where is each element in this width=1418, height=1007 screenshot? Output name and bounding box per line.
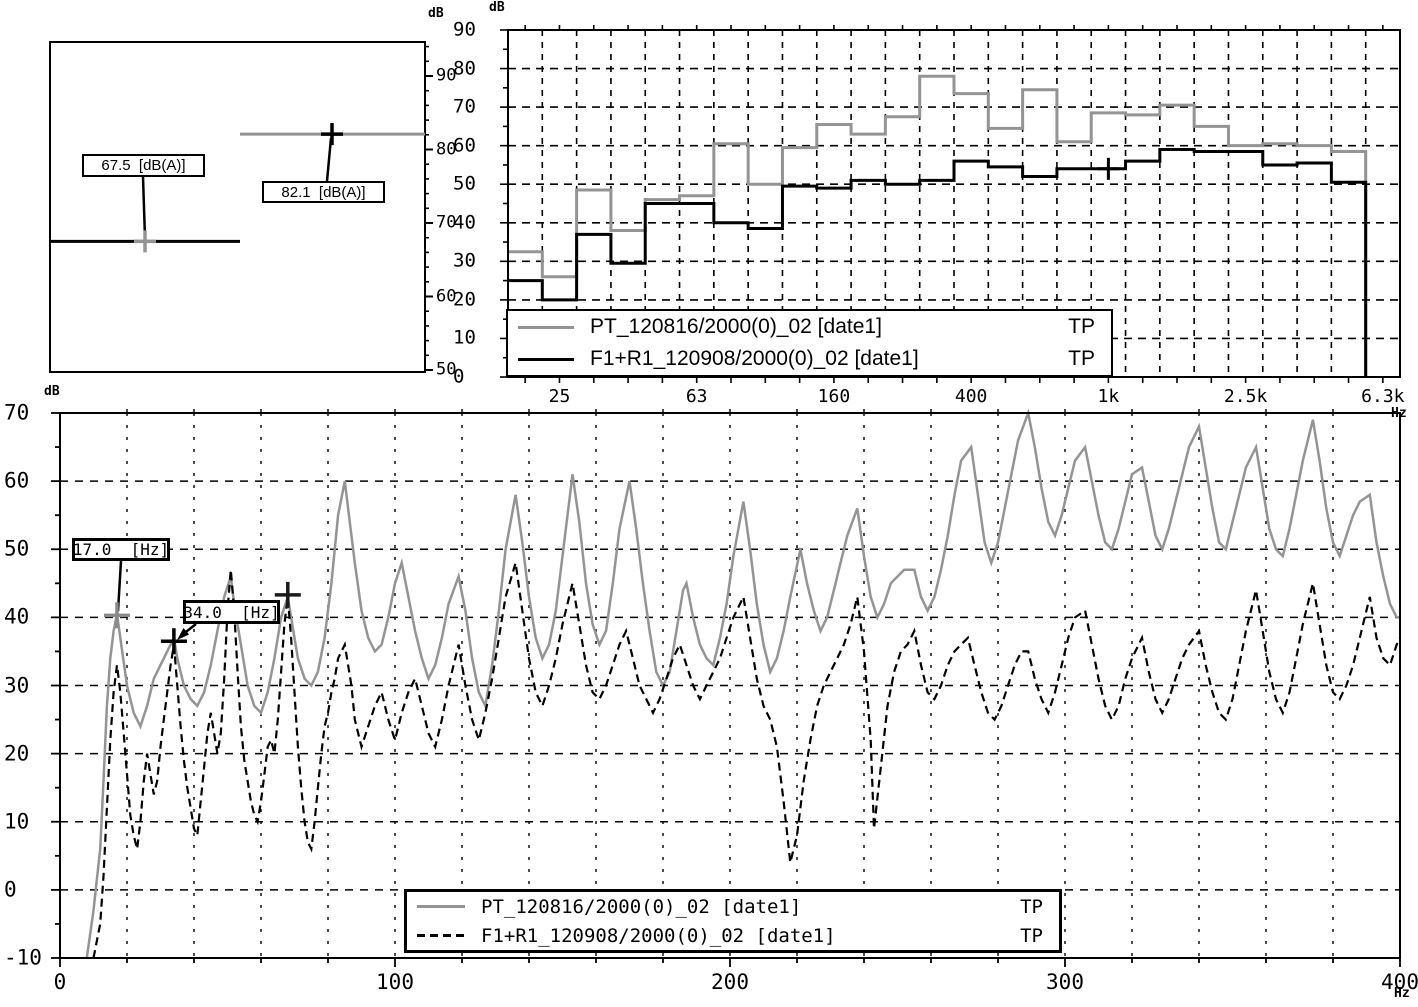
f1r1-solid-line-sample xyxy=(518,357,574,361)
legend-suffix: TP xyxy=(1020,895,1043,918)
fft-chart-y-unit: dB xyxy=(44,384,60,399)
pt-solid-line-sample xyxy=(417,905,465,908)
legend-row-f1r1: F1+R1_120908/2000(0)_02 [date1] TP xyxy=(407,925,1059,947)
fft-spectrum-trace xyxy=(85,408,1400,959)
legend-row-pt: PT_120816/2000(0)_02 [date1] TP xyxy=(407,896,1059,918)
legend-suffix: TP xyxy=(1068,347,1095,370)
legend-row-pt: PT_120816/2000(0)_02 [date1] TP xyxy=(508,315,1111,339)
callout-leader-line xyxy=(325,137,333,182)
legend-row-f1r1: F1+R1_120908/2000(0)_02 [date1] TP xyxy=(508,347,1111,371)
overall-marker-callout-67-5[interactable]: 67.5 [dB(A)] xyxy=(82,154,205,177)
legend-label: PT_120816/2000(0)_02 [date1] xyxy=(590,315,882,338)
callout-leader-arrowhead xyxy=(177,628,189,640)
octave-chart-y-unit: dB xyxy=(489,0,505,15)
pt-solid-line-sample xyxy=(518,325,574,329)
fft-cursor-callout-17hz[interactable]: 17.0 [Hz] xyxy=(72,538,170,561)
legend-label: F1+R1_120908/2000(0)_02 [date1] xyxy=(481,924,836,947)
octave-step-trace xyxy=(508,74,1368,377)
legend-label: F1+R1_120908/2000(0)_02 [date1] xyxy=(590,347,919,370)
f1r1-dashed-line-sample xyxy=(417,934,465,937)
overall-marker-callout-82-1[interactable]: 82.1 [dB(A)] xyxy=(262,181,385,203)
legend-label: PT_120816/2000(0)_02 [date1] xyxy=(481,895,802,918)
legend-suffix: TP xyxy=(1020,924,1043,947)
octave-step-trace xyxy=(508,148,1368,377)
octave-chart-x-unit: Hz xyxy=(1391,406,1407,421)
fft-chart-x-unit: Hz xyxy=(1394,986,1410,1001)
overall-panel-frame xyxy=(49,41,426,373)
fft-chart-legend: PT_120816/2000(0)_02 [date1] TP F1+R1_12… xyxy=(404,889,1062,953)
octave-chart-legend: PT_120816/2000(0)_02 [date1] TP F1+R1_12… xyxy=(506,309,1113,377)
overall-panel-y-unit: dB xyxy=(428,6,444,21)
fft-cursor-callout-34hz[interactable]: 34.0 [Hz] xyxy=(183,600,280,624)
callout-leader-line xyxy=(141,176,147,239)
legend-suffix: TP xyxy=(1068,315,1095,338)
